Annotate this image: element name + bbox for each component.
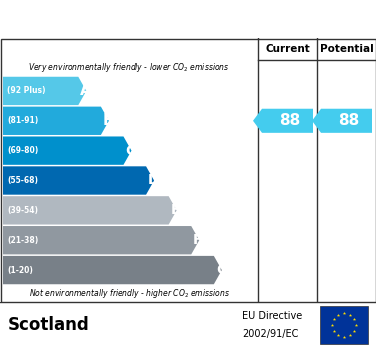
Polygon shape xyxy=(3,196,177,224)
Text: (55-68): (55-68) xyxy=(7,176,38,185)
Text: E: E xyxy=(171,203,180,218)
Text: D: D xyxy=(148,174,159,188)
Text: (39-54): (39-54) xyxy=(7,206,38,215)
Text: (81-91): (81-91) xyxy=(7,116,38,125)
Text: 2002/91/EC: 2002/91/EC xyxy=(242,329,299,339)
Bar xyxy=(320,306,368,344)
Text: EU Directive: EU Directive xyxy=(242,311,302,321)
Text: Current: Current xyxy=(265,44,310,54)
Polygon shape xyxy=(3,77,86,105)
Polygon shape xyxy=(312,109,372,133)
Text: F: F xyxy=(193,233,203,247)
Text: Very environmentally friendly - lower CO$_2$ emissions: Very environmentally friendly - lower CO… xyxy=(28,62,230,74)
Text: (1-20): (1-20) xyxy=(7,266,33,275)
Polygon shape xyxy=(3,256,222,284)
Text: C: C xyxy=(126,144,136,158)
Text: Scotland: Scotland xyxy=(8,316,90,334)
Text: B: B xyxy=(103,113,115,128)
Text: 88: 88 xyxy=(279,113,300,128)
Text: Not environmentally friendly - higher CO$_2$ emissions: Not environmentally friendly - higher CO… xyxy=(29,286,229,300)
Text: Environmental Impact (CO$_2$) Rating: Environmental Impact (CO$_2$) Rating xyxy=(37,9,339,29)
Text: A: A xyxy=(80,84,92,98)
Text: (69-80): (69-80) xyxy=(7,146,38,155)
Polygon shape xyxy=(3,226,199,254)
Text: (21-38): (21-38) xyxy=(7,236,38,245)
Polygon shape xyxy=(3,166,154,195)
Text: G: G xyxy=(216,263,227,277)
Polygon shape xyxy=(253,109,313,133)
Text: 88: 88 xyxy=(338,113,359,128)
Text: (92 Plus): (92 Plus) xyxy=(7,86,45,95)
Polygon shape xyxy=(3,106,109,135)
Polygon shape xyxy=(3,136,132,165)
Text: Potential: Potential xyxy=(320,44,373,54)
